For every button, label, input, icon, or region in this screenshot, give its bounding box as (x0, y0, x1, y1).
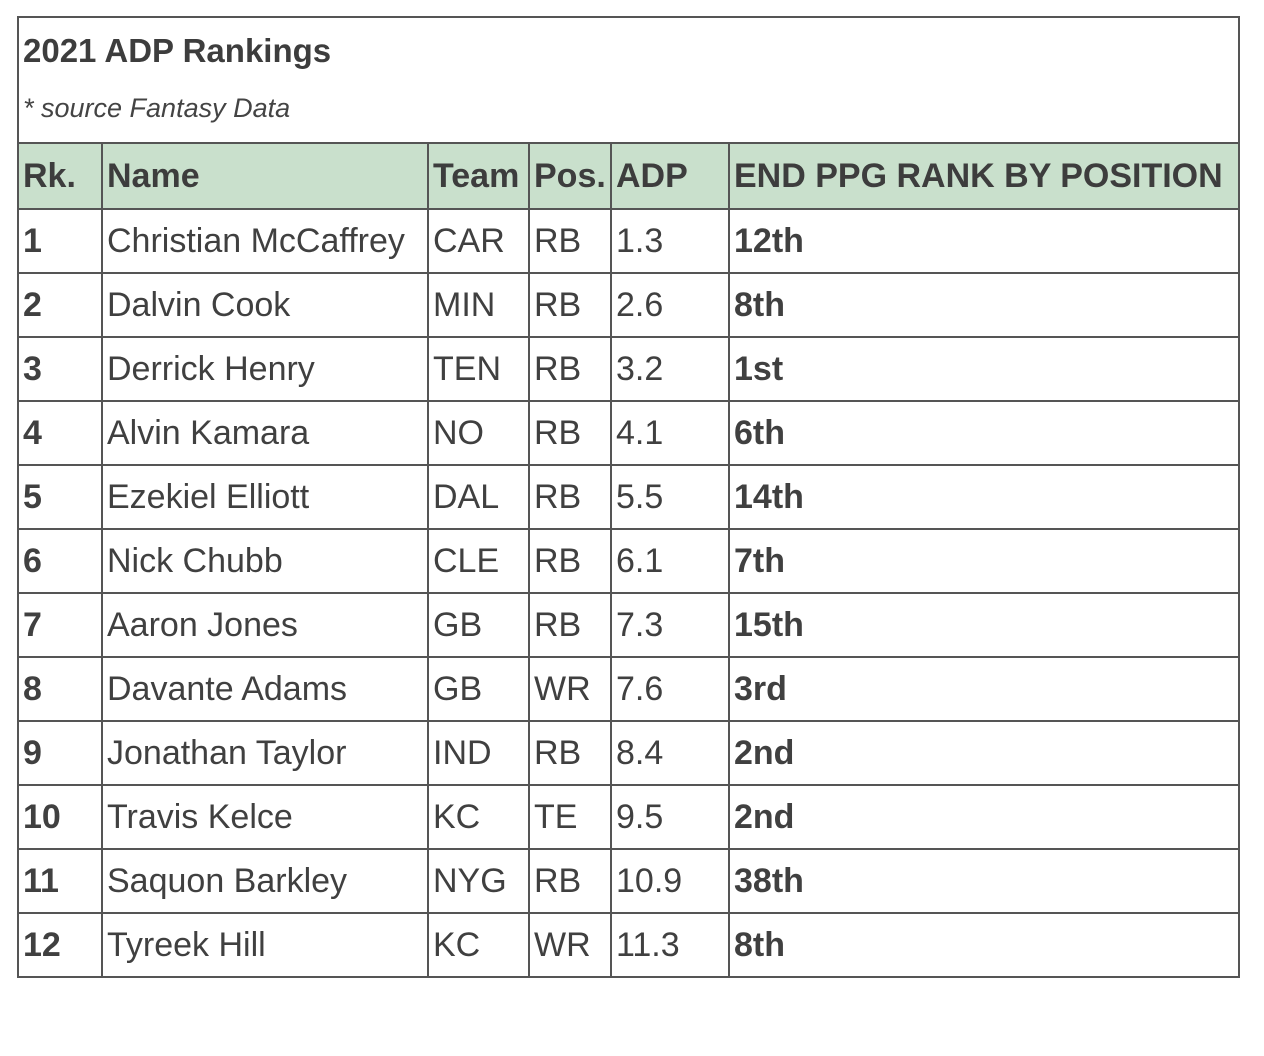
cell-player-name: Dalvin Cook (101, 272, 429, 338)
cell-team: CLE (427, 528, 530, 594)
cell-end-rank: 2nd (728, 784, 1240, 850)
cell-adp: 9.5 (610, 784, 730, 850)
table-row: 6 Nick Chubb CLE RB 6.1 7th (17, 528, 1240, 594)
cell-player-name: Ezekiel Elliott (101, 464, 429, 530)
adp-rankings-table: 2021 ADP Rankings * source Fantasy Data … (17, 16, 1240, 978)
table-row: 11 Saquon Barkley NYG RB 10.9 38th (17, 848, 1240, 914)
cell-end-rank: 38th (728, 848, 1240, 914)
header-rank: Rk. (17, 142, 103, 210)
header-end-rank: END PPG RANK BY POSITION (728, 142, 1240, 210)
cell-rank: 7 (17, 592, 103, 658)
header-adp: ADP (610, 142, 730, 210)
cell-rank: 5 (17, 464, 103, 530)
cell-position: RB (528, 528, 612, 594)
cell-rank: 4 (17, 400, 103, 466)
cell-player-name: Derrick Henry (101, 336, 429, 402)
header-row: Rk. Name Team Pos. ADP END PPG RANK BY P… (17, 142, 1240, 210)
cell-end-rank: 6th (728, 400, 1240, 466)
cell-player-name: Tyreek Hill (101, 912, 429, 978)
cell-player-name: Aaron Jones (101, 592, 429, 658)
cell-team: CAR (427, 208, 530, 274)
cell-adp: 4.1 (610, 400, 730, 466)
cell-end-rank: 14th (728, 464, 1240, 530)
table-row: 2 Dalvin Cook MIN RB 2.6 8th (17, 272, 1240, 338)
cell-rank: 6 (17, 528, 103, 594)
cell-end-rank: 8th (728, 912, 1240, 978)
adp-rankings-table-container: 2021 ADP Rankings * source Fantasy Data … (17, 16, 1240, 978)
cell-position: WR (528, 656, 612, 722)
cell-adp: 7.3 (610, 592, 730, 658)
cell-team: NO (427, 400, 530, 466)
cell-position: RB (528, 208, 612, 274)
cell-rank: 1 (17, 208, 103, 274)
table-row: 9 Jonathan Taylor IND RB 8.4 2nd (17, 720, 1240, 786)
cell-position: RB (528, 272, 612, 338)
cell-rank: 8 (17, 656, 103, 722)
cell-adp: 10.9 (610, 848, 730, 914)
cell-team: IND (427, 720, 530, 786)
cell-team: MIN (427, 272, 530, 338)
table-row: 4 Alvin Kamara NO RB 4.1 6th (17, 400, 1240, 466)
cell-end-rank: 15th (728, 592, 1240, 658)
table-row: 1 Christian McCaffrey CAR RB 1.3 12th (17, 208, 1240, 274)
cell-rank: 9 (17, 720, 103, 786)
table-row: 3 Derrick Henry TEN RB 3.2 1st (17, 336, 1240, 402)
cell-team: GB (427, 656, 530, 722)
cell-position: RB (528, 720, 612, 786)
cell-end-rank: 8th (728, 272, 1240, 338)
cell-player-name: Davante Adams (101, 656, 429, 722)
table-title: 2021 ADP Rankings (23, 32, 332, 69)
cell-end-rank: 12th (728, 208, 1240, 274)
cell-rank: 10 (17, 784, 103, 850)
table-row: 12 Tyreek Hill KC WR 11.3 8th (17, 912, 1240, 978)
cell-team: DAL (427, 464, 530, 530)
header-team: Team (427, 142, 530, 210)
cell-team: TEN (427, 336, 530, 402)
cell-team: KC (427, 784, 530, 850)
cell-adp: 8.4 (610, 720, 730, 786)
cell-rank: 3 (17, 336, 103, 402)
cell-position: RB (528, 848, 612, 914)
cell-adp: 5.5 (610, 464, 730, 530)
cell-position: TE (528, 784, 612, 850)
cell-team: NYG (427, 848, 530, 914)
cell-adp: 3.2 (610, 336, 730, 402)
header-pos: Pos. (528, 142, 612, 210)
cell-adp: 7.6 (610, 656, 730, 722)
table-body: 1 Christian McCaffrey CAR RB 1.3 12th 2 Dalvin … (17, 208, 1240, 978)
table-row: 10 Travis Kelce KC TE 9.5 2nd (17, 784, 1240, 850)
cell-team: GB (427, 592, 530, 658)
table-row: 8 Davante Adams GB WR 7.6 3rd (17, 656, 1240, 722)
cell-player-name: Travis Kelce (101, 784, 429, 850)
cell-adp: 2.6 (610, 272, 730, 338)
cell-adp: 1.3 (610, 208, 730, 274)
table-row: 5 Ezekiel Elliott DAL RB 5.5 14th (17, 464, 1240, 530)
cell-rank: 12 (17, 912, 103, 978)
cell-end-rank: 1st (728, 336, 1240, 402)
cell-team: KC (427, 912, 530, 978)
cell-position: RB (528, 464, 612, 530)
source-note: * source Fantasy Data (23, 93, 291, 123)
cell-adp: 11.3 (610, 912, 730, 978)
cell-adp: 6.1 (610, 528, 730, 594)
cell-end-rank: 2nd (728, 720, 1240, 786)
table-caption: 2021 ADP Rankings * source Fantasy Data (17, 16, 1240, 142)
table-header: Rk. Name Team Pos. ADP END PPG RANK BY P… (17, 142, 1240, 210)
cell-position: RB (528, 400, 612, 466)
cell-player-name: Nick Chubb (101, 528, 429, 594)
cell-player-name: Christian McCaffrey (101, 208, 429, 274)
cell-end-rank: 7th (728, 528, 1240, 594)
cell-player-name: Jonathan Taylor (101, 720, 429, 786)
cell-player-name: Saquon Barkley (101, 848, 429, 914)
cell-end-rank: 3rd (728, 656, 1240, 722)
cell-position: RB (528, 336, 612, 402)
cell-position: WR (528, 912, 612, 978)
cell-player-name: Alvin Kamara (101, 400, 429, 466)
cell-position: RB (528, 592, 612, 658)
table-row: 7 Aaron Jones GB RB 7.3 15th (17, 592, 1240, 658)
cell-rank: 11 (17, 848, 103, 914)
header-name: Name (101, 142, 429, 210)
cell-rank: 2 (17, 272, 103, 338)
